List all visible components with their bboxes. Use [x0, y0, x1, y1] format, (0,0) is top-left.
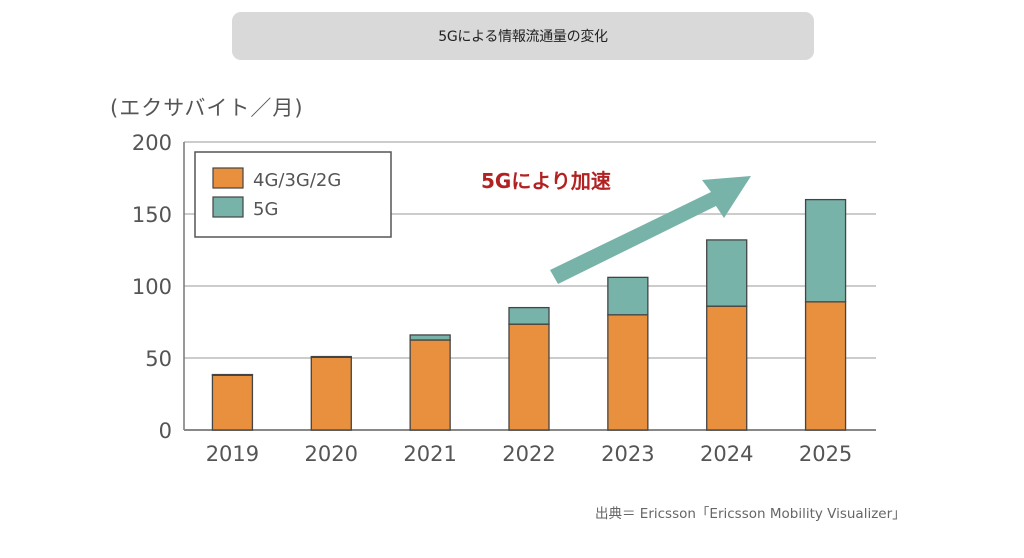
bar-segment-5g	[508, 306, 550, 325]
x-tick-label: 2020	[305, 442, 358, 466]
legend-swatch-5g	[212, 196, 244, 218]
y-tick-label: 50	[145, 347, 172, 371]
legend-box	[194, 151, 392, 238]
x-tick-label: 2025	[799, 442, 852, 466]
y-tick-label: 150	[132, 203, 172, 227]
x-axis-ticks: 2019 2020 2021 2022 2023 2024 2025	[206, 442, 853, 466]
legend-label-5g: 5G	[253, 199, 278, 220]
x-tick-label: 2022	[502, 442, 555, 466]
bar-segment-5g	[409, 334, 451, 341]
y-axis-unit-label: (エクサバイト／月)	[110, 96, 304, 120]
x-tick-label: 2019	[206, 442, 259, 466]
bar-segment-5g	[310, 355, 352, 359]
trend-arrow-icon	[550, 176, 751, 284]
bar-segment-5g	[607, 276, 649, 316]
y-tick-label: 0	[159, 419, 172, 443]
legend: 4G/3G/2G 5G	[194, 151, 392, 238]
x-tick-label: 2024	[700, 442, 753, 466]
legend-label-legacy: 4G/3G/2G	[253, 170, 341, 191]
y-tick-label: 100	[132, 275, 172, 299]
legend-swatch-legacy	[212, 167, 244, 189]
bar-segment-5g	[706, 239, 748, 307]
source-note: 出典＝ Ericsson「Ericsson Mobility Visualize…	[595, 506, 906, 522]
annotation-text: 5Gにより加速	[481, 169, 611, 193]
arrow-shape	[550, 176, 751, 284]
chart-title-banner: 5Gによる情報流通量の変化	[232, 12, 814, 60]
bar-segment-legacy	[508, 323, 550, 431]
bars	[211, 198, 847, 431]
bar-segment-5g	[804, 198, 847, 303]
bar-segment-legacy	[804, 301, 847, 431]
bar-segment-legacy	[607, 314, 649, 431]
bar-segment-legacy	[409, 339, 451, 431]
y-tick-label: 200	[132, 131, 172, 155]
x-tick-label: 2023	[601, 442, 654, 466]
y-axis-ticks: 0 50 100 150 200	[132, 131, 172, 443]
bar-segment-legacy	[310, 356, 352, 431]
bar-segment-5g	[211, 373, 254, 377]
bar-segment-legacy	[211, 374, 254, 431]
bar-segment-legacy	[706, 305, 748, 431]
chart-title: 5Gによる情報流通量の変化	[438, 29, 608, 45]
x-tick-label: 2021	[403, 442, 456, 466]
